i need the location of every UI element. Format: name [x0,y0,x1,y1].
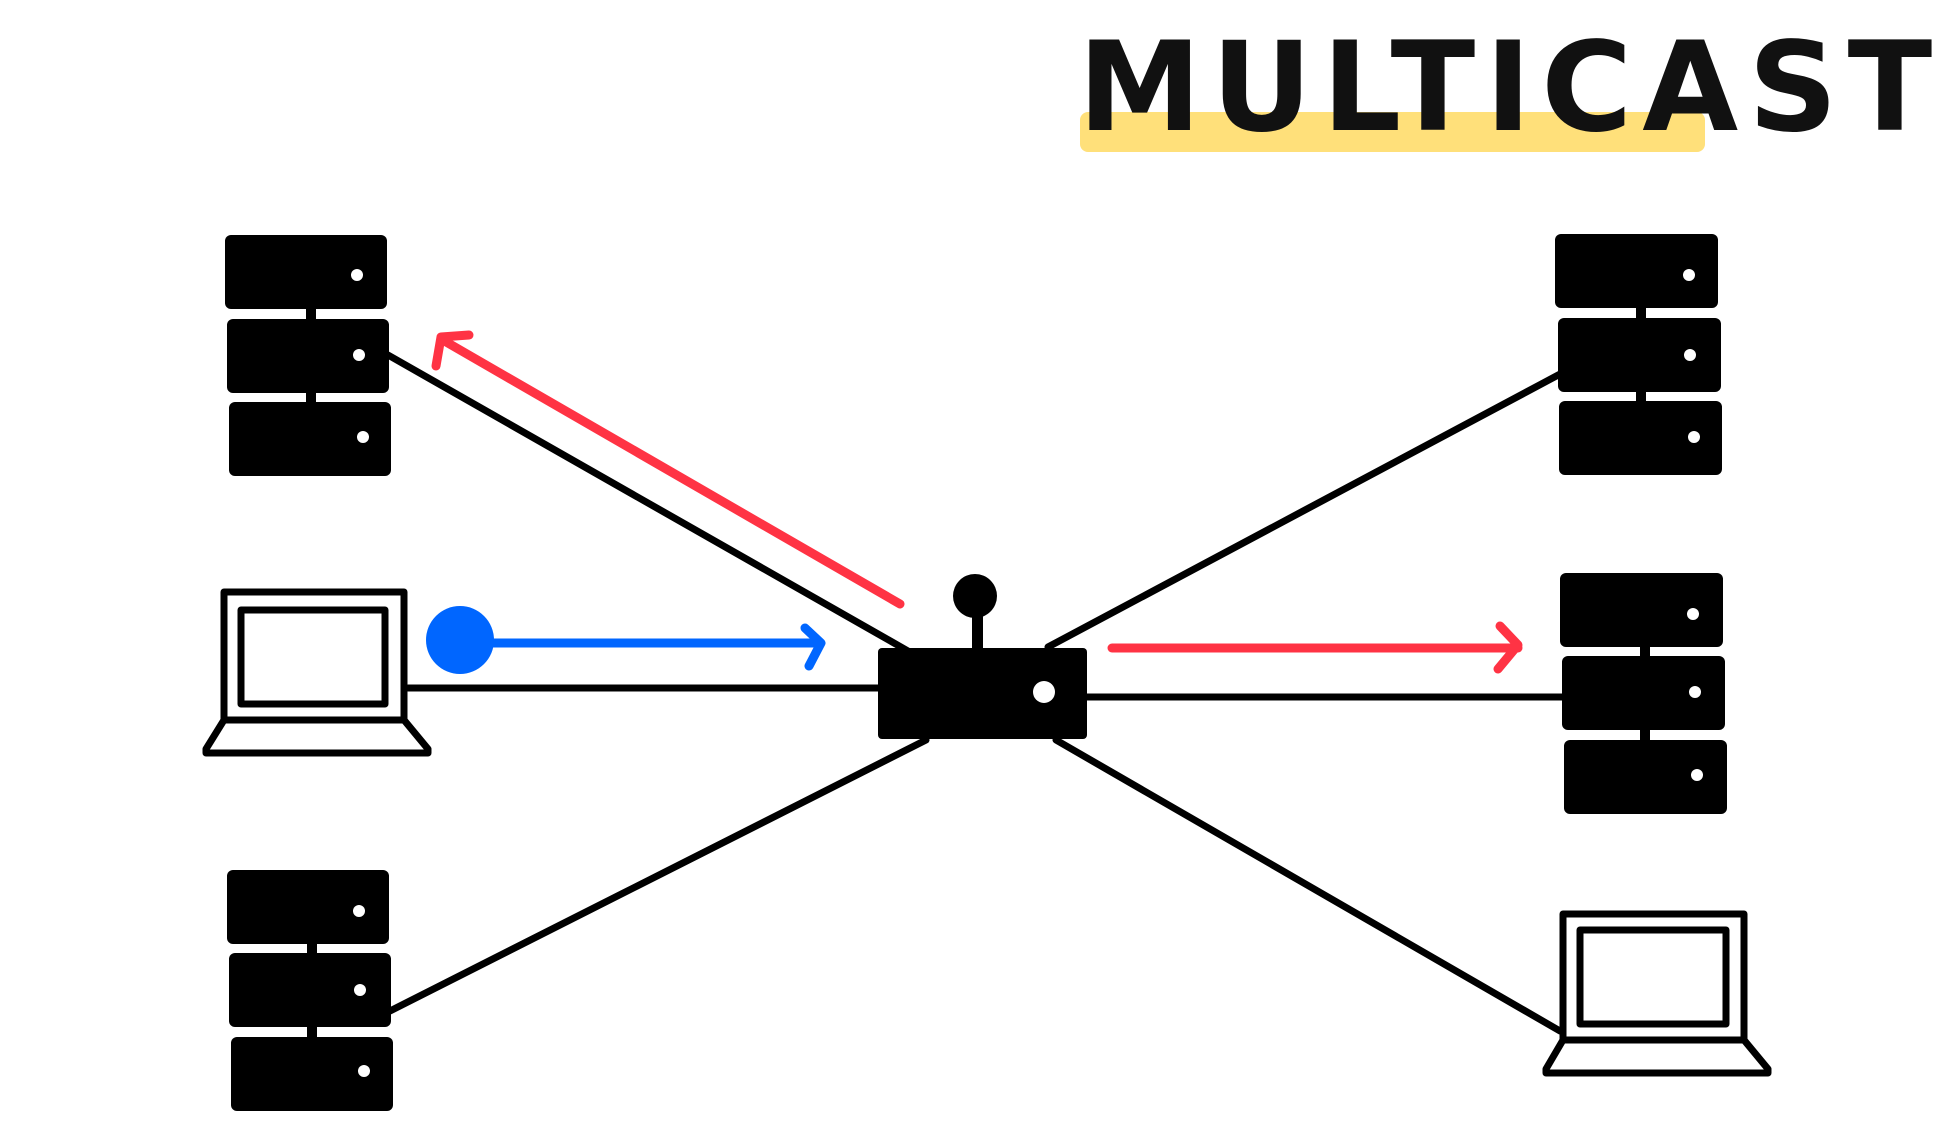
server-unit [1560,573,1723,647]
server-led [353,349,365,361]
router [878,574,1087,739]
server-unit [1558,318,1721,392]
sender-arrowhead [800,623,826,671]
server-led [354,984,366,996]
link-router-server-top-left [384,351,912,655]
multicast-arrow-to-top-left [436,334,905,609]
network-links [384,351,1570,1035]
server-led [1691,769,1703,781]
source-dot-icon [426,606,494,674]
router-antenna-stem [972,595,983,651]
server-unit [229,402,391,476]
router-antenna-tip [953,574,997,618]
link-router-server-bottom-left [386,736,930,1015]
multicast-arrowhead-top-left [431,330,474,371]
laptop-sender [202,588,432,757]
server-unit [1559,401,1722,475]
title-group: MULTICAST [1078,16,1942,160]
server-unit [1555,234,1718,308]
title-highlight [1080,112,1705,152]
server-led [358,1065,370,1077]
server-led [1689,686,1701,698]
router-led [1033,681,1055,703]
server-led [351,269,363,281]
server-unit [1564,740,1727,814]
server-unit [231,1037,393,1111]
laptop-screen [1576,926,1730,1028]
router-body [878,648,1087,739]
flow-arrows [426,330,1523,674]
link-router-server-top-right [1044,369,1566,651]
server-unit [229,953,391,1027]
server-led [1687,608,1699,620]
server-led [1684,349,1696,361]
server-led [1683,269,1695,281]
server-bottom-left [227,870,393,1111]
server-led [357,431,369,443]
server-unit [1562,656,1725,730]
laptop-base [202,716,432,757]
server-unit [227,870,389,944]
link-router-laptop-bottom-right [1052,736,1564,1035]
server-top-right [1555,234,1722,475]
server-led [353,905,365,917]
laptop-base [1542,1036,1772,1077]
server-top-left [225,235,391,476]
server-unit [225,235,387,309]
diagram-title: MULTICAST [1078,16,1942,160]
multicast-arrowhead-middle-right [1493,621,1523,674]
server-unit [227,319,389,393]
server-middle-right [1560,573,1727,814]
laptop-screen [237,606,389,708]
laptop-bottom-right [1542,910,1772,1077]
server-led [1688,431,1700,443]
